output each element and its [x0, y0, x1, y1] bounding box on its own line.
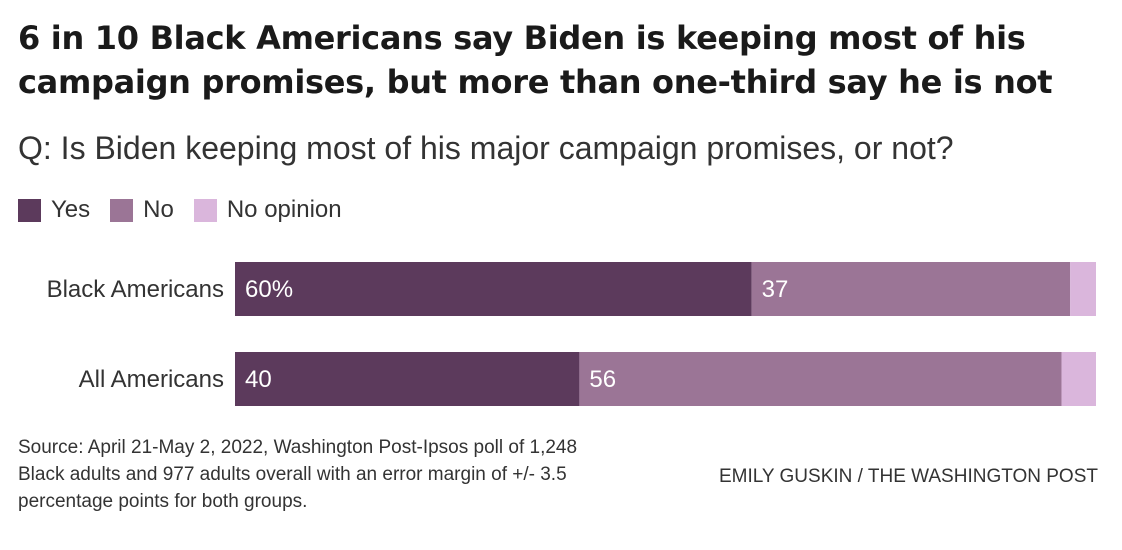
bar-no-black-americans — [751, 262, 1071, 316]
chart-title-line-1: 6 in 10 Black Americans say Biden is kee… — [18, 19, 1026, 57]
source-line-1: Source: April 21-May 2, 2022, Washington… — [18, 437, 578, 458]
data-label-no-black-americans: 37 — [762, 276, 789, 303]
chart-subtitle: Q: Is Biden keeping most of his major ca… — [18, 130, 954, 166]
category-label-all-americans: All Americans — [79, 366, 224, 393]
legend-swatch-no-opinion — [193, 198, 217, 222]
bar-no-all-americans — [579, 352, 1062, 406]
data-label-yes-black-americans: 60% — [245, 276, 293, 303]
legend-item-no: No — [110, 196, 174, 224]
bar-no-opinion-all-americans — [1061, 352, 1096, 406]
chart-title: 6 in 10 Black Americans say Biden is kee… — [18, 16, 1098, 104]
source-line-2: Black adults and 977 adults overall with… — [18, 464, 567, 485]
stacked-bar-chart: Black Americans 60% 37 All Americans 40 56 — [47, 262, 1096, 406]
source-note: Source: April 21-May 2, 2022, Washington… — [18, 434, 698, 515]
data-label-no-all-americans: 56 — [589, 366, 616, 393]
legend-swatch-no — [110, 198, 134, 222]
legend-label-no-opinion: No opinion — [226, 196, 342, 223]
legend-swatch-yes — [18, 198, 41, 222]
bar-yes-black-americans — [235, 262, 752, 316]
category-label-black-americans: Black Americans — [47, 276, 224, 303]
bar-no-opinion-black-americans — [1070, 262, 1096, 316]
credit: EMILY GUSKIN / THE WASHINGTON POST — [718, 466, 1098, 487]
source-line-3: percentage points for both groups. — [18, 491, 308, 512]
chart-title-line-2: campaign promises, but more than one-thi… — [18, 63, 1053, 101]
legend-label-no: No — [143, 196, 174, 223]
legend: Yes No No opinion — [18, 196, 362, 224]
legend-label-yes: Yes — [51, 196, 91, 223]
data-label-yes-all-americans: 40 — [245, 366, 272, 393]
legend-item-no-opinion: No opinion — [193, 196, 342, 224]
legend-item-yes: Yes — [18, 196, 90, 224]
bar-yes-all-americans — [235, 352, 580, 406]
